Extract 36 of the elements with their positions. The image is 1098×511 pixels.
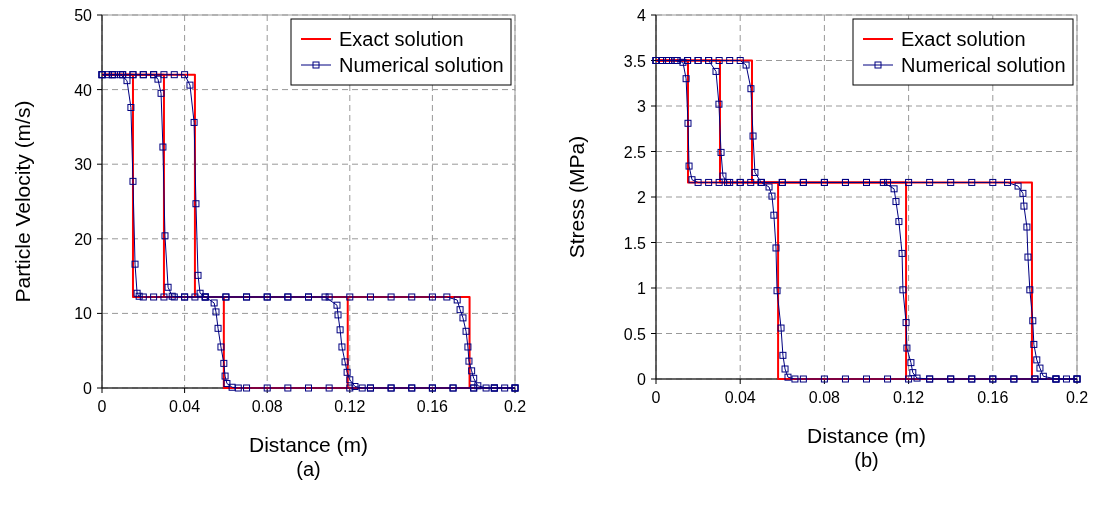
y-tick-label: 1.5 [623,234,647,252]
y-tick-label: 30 [74,156,93,174]
legend-label: Numerical solution [339,54,504,76]
y-tick-label: 0 [637,371,647,388]
x-tick-label: 0.2 [503,398,527,415]
y-axis-title: Stress (MPa) [565,135,588,259]
y-tick-label: 3.5 [623,52,647,70]
y-tick-label: 3 [637,98,647,115]
x-tick-label: 0.12 [893,389,925,406]
y-tick-label: 2 [637,189,647,206]
text: (a) [296,458,321,480]
x-tick-label: 0.04 [169,398,201,415]
x-tick-label: 0 [97,398,107,415]
x-tick-label: 0.04 [724,389,756,406]
y-tick-label: 4 [637,7,647,24]
legend-label: Exact solution [901,28,1026,50]
y-tick-label: 50 [74,7,93,24]
x-tick-label: 0.12 [334,398,366,415]
y-tick-label: 1 [637,280,647,297]
y-axis-title: Particle Velocity (m/s) [11,100,34,303]
legend-label: Exact solution [339,28,464,50]
x-tick-label: 0.2 [1065,389,1089,406]
x-tick-label: 0.16 [416,398,449,415]
y-tick-label: 40 [74,81,93,99]
x-tick-label: 0.16 [977,389,1009,406]
y-tick-label: 2.5 [623,143,647,161]
x-axis-title: Distance (m) [806,424,927,447]
x-axis-title: Distance (m) [248,433,369,456]
y-tick-label: 20 [74,230,93,248]
x-tick-label: 0 [651,389,661,406]
y-tick-label: 10 [74,305,93,323]
x-tick-label: 0.08 [251,398,283,415]
x-tick-label: 0.08 [808,389,841,406]
legend-label: Numerical solution [901,54,1066,76]
y-tick-label: 0.5 [623,325,647,343]
text: (b) [854,449,879,471]
